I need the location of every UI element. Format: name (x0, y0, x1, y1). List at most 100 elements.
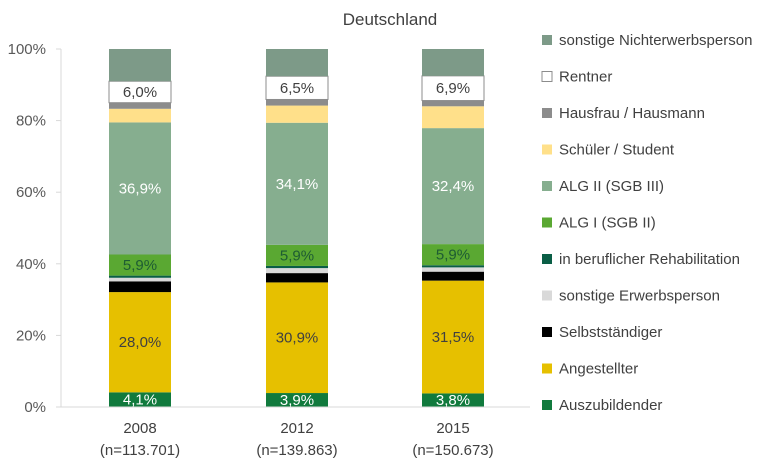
legend-label: sonstige Erwerbsperson (559, 288, 720, 305)
legend-label: Schüler / Student (559, 142, 675, 159)
bar-stack: 3,9% 30,9% 5,9% 34,1% 6,5% (265, 49, 329, 409)
bar-segment (109, 108, 171, 123)
legend-item: Schüler / Student (542, 142, 675, 159)
legend-swatch (542, 290, 552, 301)
bar-segment (109, 275, 171, 278)
x-tick-label-year: 2012 (280, 420, 313, 437)
bar-segment (266, 244, 328, 266)
legend-swatch (542, 181, 552, 191)
bar-stack: 3,8% 31,5% 5,9% 32,4% 6,9% (421, 49, 485, 409)
bar-segment (109, 281, 171, 293)
data-label: 28,0% (119, 334, 162, 351)
legend: sonstige Nichterwerbsperson Rentner Hausfr… (541, 32, 752, 414)
legend-swatch (542, 144, 552, 155)
y-tick-label: 60% (16, 184, 46, 201)
data-label: 5,9% (436, 247, 470, 264)
bar-segment (109, 292, 171, 393)
bar-stack: 4,1% 28,0% 5,9% 36,9% 6,0% (108, 49, 172, 409)
bar-segment (266, 393, 328, 407)
y-tick-label: 80% (16, 113, 46, 130)
bar-segment (109, 122, 171, 255)
data-label: 32,4% (432, 178, 475, 195)
legend-item: ALG I (SGB II) (542, 215, 656, 232)
legend-item: Hausfrau / Hausmann (542, 105, 705, 122)
legend-label: ALG I (SGB II) (559, 215, 656, 232)
y-tick-label: 100% (8, 41, 46, 58)
x-tick-label-n: (n=139.863) (256, 442, 337, 459)
legend-item: in beruflicher Rehabilitation (542, 251, 740, 268)
data-label: 4,1% (123, 392, 157, 409)
legend-swatch (542, 35, 552, 45)
bar-segment (266, 268, 328, 274)
legend-label: ALG II (SGB III) (559, 178, 664, 195)
bar-segment (109, 49, 171, 82)
legend-label: Selbstständiger (559, 324, 662, 341)
data-label: 3,9% (280, 392, 314, 409)
bar-segment (266, 49, 328, 77)
bar-segment (422, 267, 484, 272)
legend-label: sonstige Nichterwerbsperson (559, 32, 752, 49)
bar-segment (422, 244, 484, 266)
legend-item: ALG II (SGB III) (542, 178, 664, 195)
bar-segment (421, 75, 485, 102)
bar-segment (109, 392, 171, 407)
legend-swatch (542, 327, 552, 337)
legend-swatch (542, 400, 552, 410)
bars: 4,1% 28,0% 5,9% 36,9% 6,0% 3,9% 30,9% 5,9% 34,1%… (108, 49, 485, 409)
legend-item: Selbstständiger (542, 324, 662, 341)
legend-item: Angestellter (542, 361, 638, 378)
legend-swatch (542, 254, 552, 264)
data-label: 30,9% (276, 330, 319, 347)
data-label: 36,9% (119, 180, 162, 197)
data-label: 5,9% (280, 247, 314, 264)
bar-segment (109, 254, 171, 276)
bar-segment (266, 122, 328, 245)
legend-item: Auszubildender (542, 397, 662, 414)
data-label: 6,5% (280, 80, 314, 97)
bar-segment (422, 100, 484, 107)
bar-segment (422, 280, 484, 394)
bar-segment (109, 102, 171, 109)
legend-label: Auszubildender (559, 397, 662, 414)
x-tick-label-n: (n=150.673) (412, 442, 493, 459)
bar-segment (422, 106, 484, 129)
data-label: 6,9% (436, 80, 470, 97)
bar-segment (422, 271, 484, 281)
legend-swatch (542, 363, 552, 374)
data-label: 6,0% (123, 84, 157, 101)
y-tick-label: 0% (24, 399, 46, 416)
bar-segment (109, 277, 171, 282)
legend-swatch (542, 108, 552, 118)
data-label: 34,1% (276, 176, 319, 193)
data-label: 3,8% (436, 392, 470, 409)
legend-label: in beruflicher Rehabilitation (559, 251, 740, 268)
bar-segment (422, 49, 484, 76)
legend-swatch (541, 71, 553, 82)
x-tick-label-year: 2015 (436, 420, 469, 437)
legend-item: sonstige Nichterwerbsperson (542, 32, 752, 49)
y-tick-label: 20% (16, 327, 46, 344)
bar-segment (422, 128, 484, 245)
y-axis: 0% 20% 40% 60% 80% 100% (8, 41, 62, 416)
y-tick-label: 40% (16, 256, 46, 273)
data-label: 5,9% (123, 257, 157, 274)
bar-segment (266, 273, 328, 283)
x-tick-label-n: (n=113.701) (100, 442, 180, 459)
bar-segment (266, 282, 328, 394)
legend-swatch (542, 217, 552, 228)
x-axis: 2008 (n=113.701) 2012 (n=139.863) 2015 (n=150… (61, 406, 530, 459)
bar-segment (422, 265, 484, 268)
legend-label: Hausfrau / Hausmann (559, 105, 705, 122)
bar-segment (422, 393, 484, 407)
bar-segment (266, 105, 328, 123)
legend-item: sonstige Erwerbsperson (542, 288, 720, 305)
x-tick-label-year: 2008 (123, 420, 156, 437)
bar-segment (266, 99, 328, 106)
data-label: 31,5% (432, 329, 475, 346)
bar-segment (266, 265, 328, 269)
legend-item: Rentner (541, 69, 612, 86)
legend-label: Angestellter (559, 361, 638, 378)
legend-label: Rentner (559, 69, 612, 86)
